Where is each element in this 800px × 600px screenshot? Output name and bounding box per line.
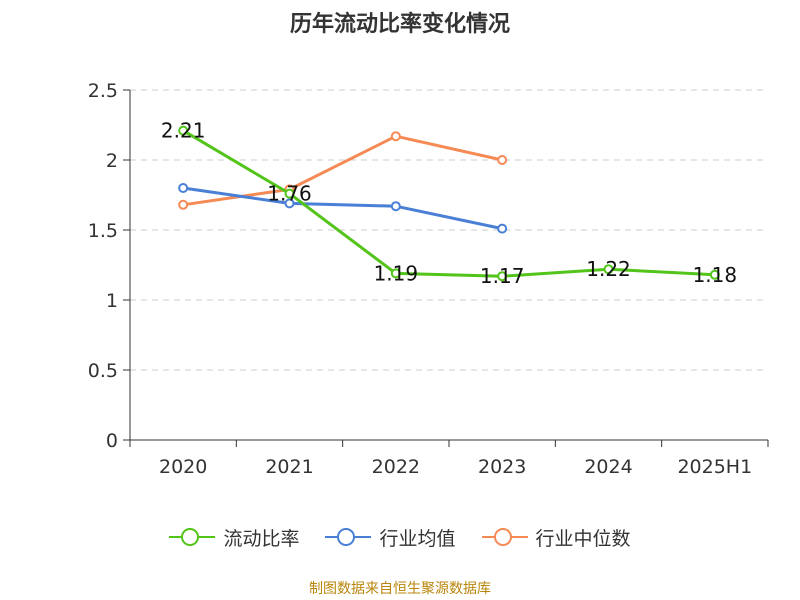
x-tick-label: 2025H1: [677, 456, 752, 478]
data-label: 1.17: [480, 264, 525, 288]
y-tick-label: 0.5: [88, 360, 118, 382]
data-label: 1.76: [267, 182, 312, 206]
data-label: 1.22: [586, 257, 631, 281]
x-tick-label: 2024: [584, 456, 632, 478]
data-label: 1.19: [374, 261, 419, 285]
x-tick-label: 2021: [265, 456, 313, 478]
data-point: [178, 199, 189, 210]
y-tick-label: 1: [106, 290, 118, 312]
data-point: [390, 268, 401, 279]
x-tick-label: 2020: [159, 456, 207, 478]
data-label: 1.18: [693, 263, 738, 287]
data-point: [390, 131, 401, 142]
data-point: [497, 271, 508, 282]
chart-title: 历年流动比率变化情况: [289, 12, 510, 37]
series-line-1: [182, 186, 503, 231]
legend-marker-current-ratio: [169, 526, 216, 548]
data-point: [284, 198, 295, 209]
data-point: [709, 269, 720, 280]
data-source-note: 制图数据来自恒生聚源数据库: [309, 581, 491, 597]
data-point: [603, 264, 614, 275]
data-point: [390, 201, 401, 212]
legend-item-current-ratio[interactable]: 流动比率: [169, 524, 299, 551]
legend-item-industry-median[interactable]: 行业中位数: [481, 524, 631, 551]
legend-item-industry-mean[interactable]: 行业均值: [325, 524, 456, 551]
legend-label-industry-mean: 行业均值: [379, 527, 456, 550]
y-tick-label: 1.5: [88, 220, 118, 242]
x-tick-label: 2022: [372, 456, 420, 478]
y-tick-label: 0: [106, 430, 118, 452]
y-tick-label: 2: [106, 150, 118, 172]
legend-marker-industry-median: [481, 526, 528, 548]
legend-label-current-ratio: 流动比率: [223, 527, 300, 550]
data-point: [497, 223, 508, 234]
data-point: [178, 125, 189, 136]
data-point: [497, 155, 508, 165]
series-line-0: [182, 129, 715, 278]
y-tick-label: 2.5: [88, 80, 118, 102]
data-point: [284, 188, 295, 199]
data-label: 2.21: [161, 119, 206, 143]
legend-marker-industry-mean: [325, 526, 372, 548]
data-point: [178, 183, 189, 193]
legend-label-industry-median: 行业中位数: [535, 527, 631, 550]
chart-legend: 流动比率 行业均值 行业中位数: [0, 520, 800, 554]
x-tick-label: 2023: [478, 456, 526, 478]
